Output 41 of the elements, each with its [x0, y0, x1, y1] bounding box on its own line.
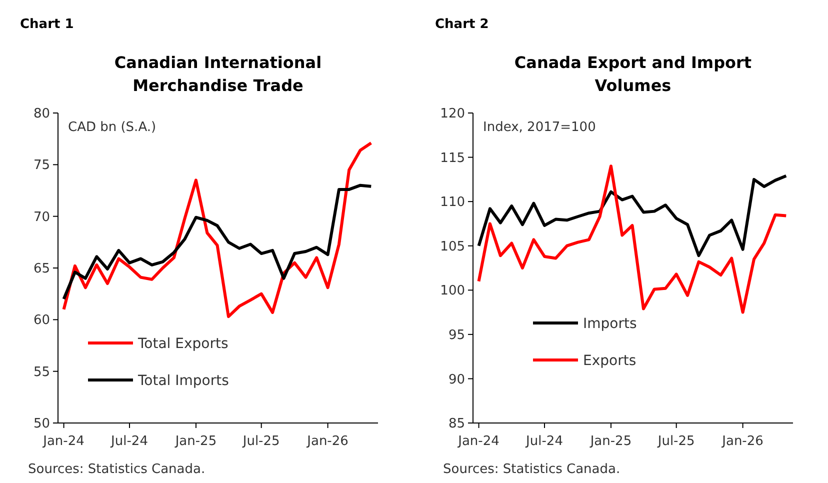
y-tick-label: 120	[440, 106, 465, 122]
legend-label: Exports	[583, 352, 636, 369]
x-tick-label: Jul-25	[656, 434, 695, 449]
y-tick-label: 50	[33, 416, 50, 432]
x-tick-label: Jul-24	[525, 434, 563, 449]
chart-title: Canada Export and Import Volumes	[514, 53, 752, 95]
y-tick-label: 65	[33, 262, 50, 277]
y-tick-label: 115	[440, 150, 465, 166]
x-tick-label: Jan-26	[306, 434, 348, 449]
source-note: Sources: Statistics Canada.	[443, 462, 620, 477]
legend-label: Total Imports	[137, 372, 229, 389]
x-tick-label: Jan-24	[457, 434, 500, 449]
y-tick-label: 55	[33, 364, 50, 380]
x-tick-label: Jan-24	[42, 434, 84, 449]
y-tick-label: 60	[33, 313, 50, 328]
y-axis-title: Index, 2017=100	[483, 120, 596, 135]
caption: Chart 1	[20, 17, 74, 32]
y-tick-label: 85	[448, 416, 465, 432]
source-note: Sources: Statistics Canada.	[28, 462, 206, 477]
y-tick-label: 110	[440, 195, 465, 210]
chart-title: Canadian International Merchandise Trade	[114, 53, 322, 95]
y-tick-label: 100	[440, 284, 465, 299]
x-tick-label: Jan-25	[589, 434, 632, 449]
line-series	[477, 164, 788, 314]
line-series	[62, 141, 373, 318]
x-tick-label: Jul-25	[242, 434, 280, 449]
x-tick-label: Jan-25	[174, 434, 217, 449]
y-tick-label: 70	[33, 210, 50, 225]
y-tick-label: 105	[440, 239, 465, 254]
y-tick-label: 80	[33, 106, 50, 122]
x-tick-label: Jan-26	[721, 434, 764, 449]
y-tick-label: 90	[448, 372, 465, 388]
legend-label: Total Exports	[137, 336, 228, 352]
caption: Chart 2	[435, 17, 489, 32]
legend-label: Imports	[583, 316, 637, 332]
y-tick-label: 75	[33, 158, 50, 174]
line-series	[477, 174, 788, 258]
x-tick-label: Jul-24	[110, 434, 148, 449]
line-series	[62, 184, 373, 300]
y-tick-label: 95	[448, 328, 465, 343]
y-axis-title: CAD bn (S.A.)	[68, 120, 156, 135]
